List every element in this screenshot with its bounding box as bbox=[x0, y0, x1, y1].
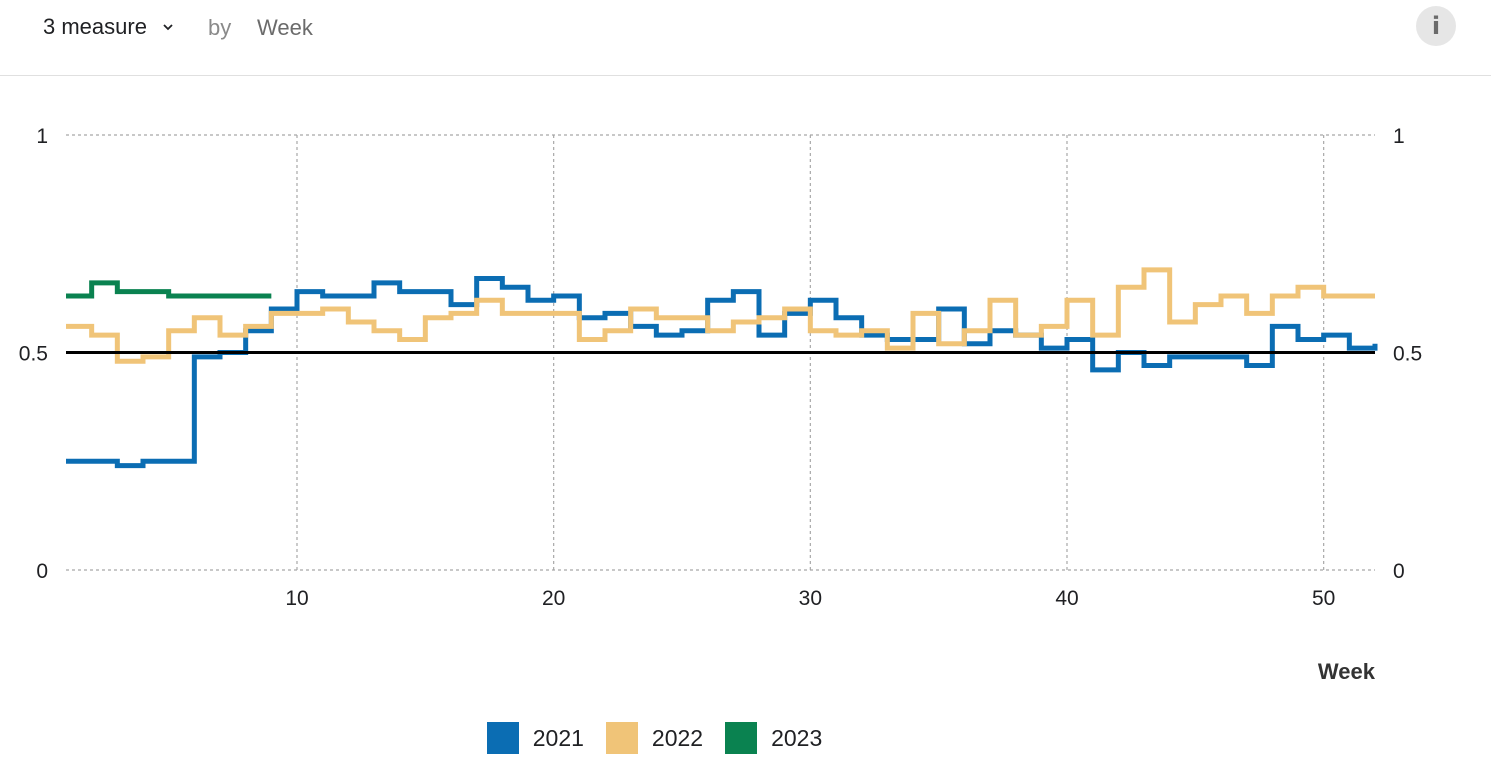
x-tick-label: 10 bbox=[285, 587, 308, 610]
x-tick-label: 30 bbox=[799, 587, 822, 610]
by-label: by bbox=[208, 15, 232, 40]
measure-dropdown-label: 3 measure bbox=[43, 14, 147, 39]
series-line-2022 bbox=[66, 267, 1375, 364]
chart-legend: 2021 2022 2023 bbox=[0, 722, 1491, 754]
legend-label: 2023 bbox=[771, 724, 823, 751]
series-line-2021 bbox=[66, 276, 1378, 469]
x-tick-label: 50 bbox=[1312, 587, 1335, 610]
y-tick-label-left: 0 bbox=[36, 560, 48, 583]
legend-swatch bbox=[725, 722, 758, 754]
y-tick-label-left: 1 bbox=[36, 125, 48, 148]
y-tick-label-right: 0 bbox=[1393, 560, 1405, 583]
x-tick-label: 20 bbox=[542, 587, 565, 610]
legend-item-2021[interactable]: 2021 bbox=[486, 722, 584, 754]
x-tick-label: 40 bbox=[1055, 587, 1078, 610]
measure-dropdown[interactable]: 3 measure bbox=[43, 14, 175, 40]
legend-swatch bbox=[486, 722, 519, 754]
info-button[interactable]: i bbox=[1416, 6, 1456, 46]
legend-item-2022[interactable]: 2022 bbox=[605, 722, 704, 754]
chart-toolbar: 3 measure by Week i bbox=[0, 0, 1491, 76]
step-line-chart: 0 0 0.5 0.5 1 1 10 20 30 40 50 Week bbox=[19, 125, 1422, 684]
info-icon: i bbox=[1431, 12, 1441, 40]
dimension-selector[interactable]: Week bbox=[257, 15, 313, 40]
legend-item-2023[interactable]: 2023 bbox=[725, 722, 822, 754]
legend-label: 2022 bbox=[651, 724, 704, 751]
y-tick-label-right: 0.5 bbox=[1393, 343, 1422, 366]
series-line-2023 bbox=[66, 280, 272, 299]
legend-swatch bbox=[605, 722, 638, 754]
y-tick-label-right: 1 bbox=[1393, 125, 1405, 148]
legend-label: 2021 bbox=[532, 724, 584, 751]
x-axis-title: Week bbox=[1318, 659, 1376, 684]
y-tick-label-left: 0.5 bbox=[19, 343, 48, 366]
chevron-down-icon bbox=[163, 24, 173, 31]
